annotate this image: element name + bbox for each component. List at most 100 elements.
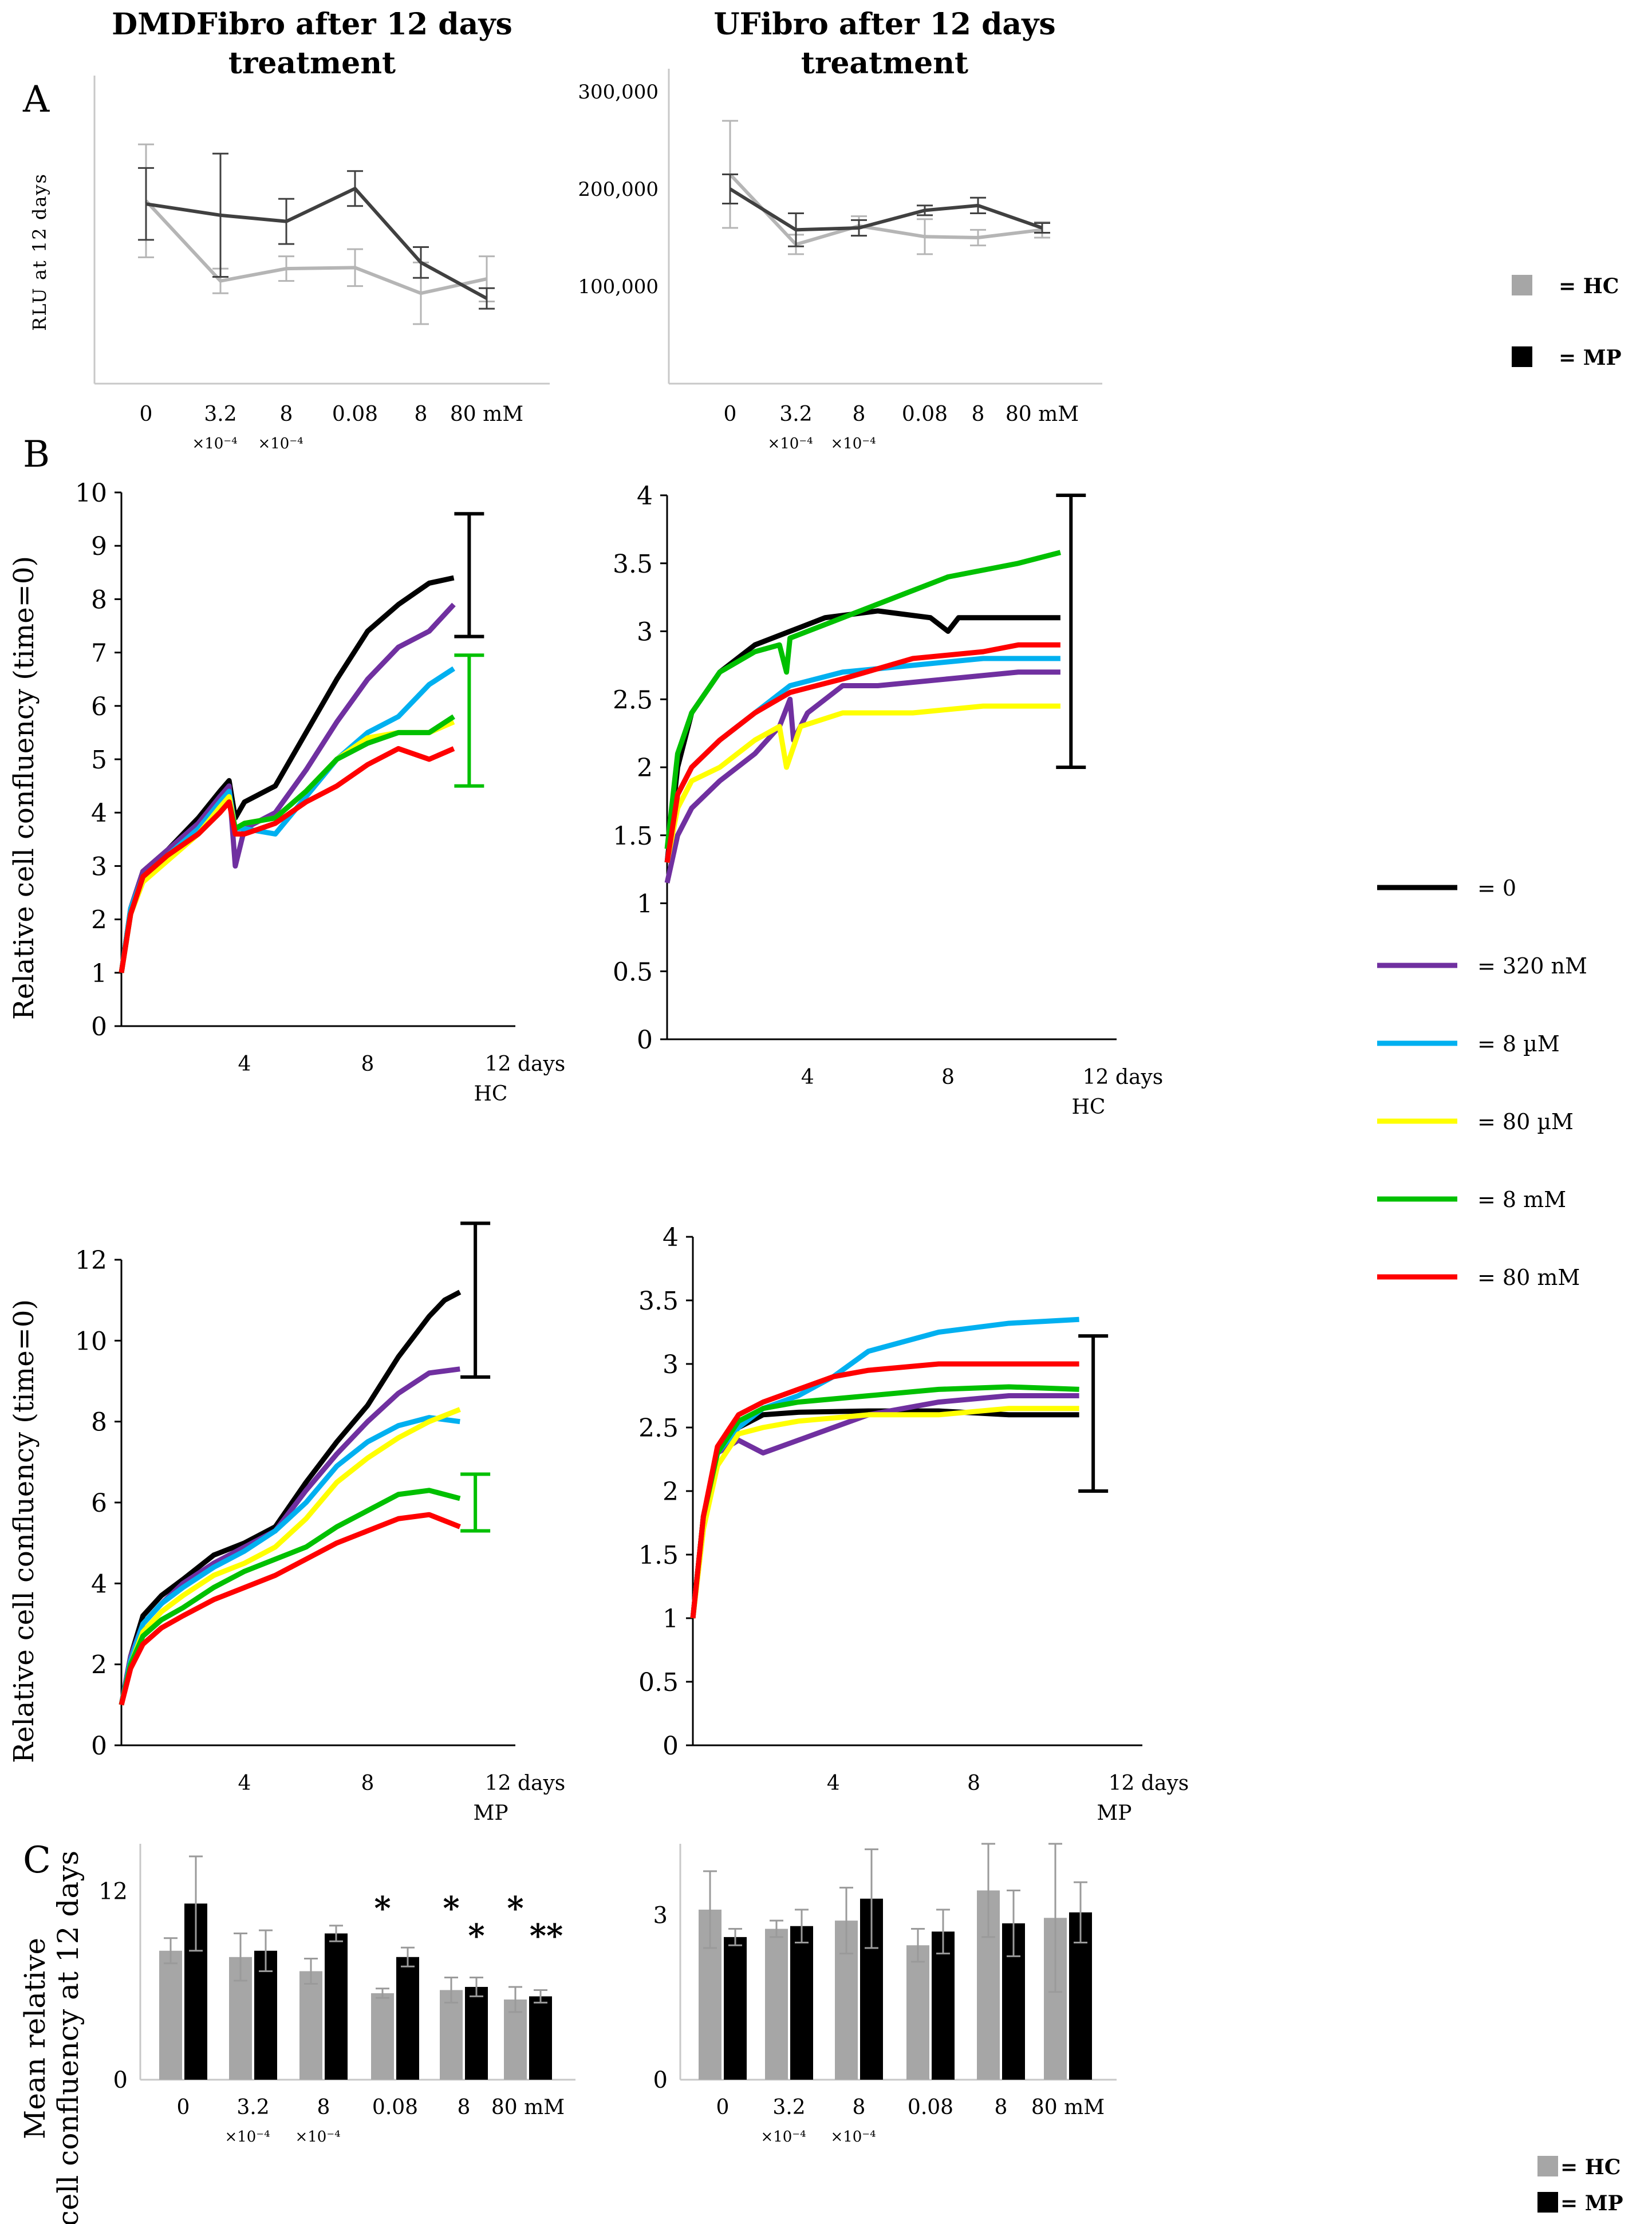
x-category-label: ×10⁻⁴	[830, 2128, 876, 2146]
x-category-label: 80 mM	[1006, 403, 1079, 426]
x-category-label: 8	[280, 403, 293, 426]
x-category-label: 80 mM	[1031, 2096, 1105, 2119]
series-line-80 µM	[690, 1406, 1079, 1619]
x-tick-label: 12 days	[485, 1052, 566, 1076]
y-tick-label: 4	[637, 482, 653, 511]
y-tick-label: 0.5	[613, 957, 653, 987]
y-tick-label: 8	[91, 1408, 107, 1437]
bar-MP	[396, 1957, 419, 2080]
y-tick-label: 3.5	[613, 550, 653, 579]
x-category-label: 0.08	[372, 2096, 418, 2119]
x-category-label: 0	[716, 2096, 730, 2119]
chart-A-left: RLU at 12 days 0 3.2 ×10⁻⁴ 8 ×10⁻⁴ 0.08 8 80 mM	[29, 76, 550, 452]
column-title-line: DMDFibro after 12 days	[112, 7, 512, 42]
y-tick-label: 6	[91, 692, 107, 721]
y-tick-label: 1	[91, 959, 107, 988]
column-titles: DMDFibro after 12 days treatment UFibro af…	[22, 7, 1056, 1882]
series-line-0	[119, 575, 455, 973]
bar-HC	[765, 1929, 788, 2080]
x-tick-label: 8	[361, 1772, 374, 1795]
bar-MP	[932, 1931, 955, 2080]
y-tick-label: 300,000	[578, 81, 659, 104]
x-tick-label: 4	[801, 1066, 814, 1089]
y-tick-label: 1.5	[638, 1541, 679, 1570]
bar-HC	[371, 1993, 394, 2080]
condition-label: HC	[474, 1082, 508, 1106]
y-tick-label: 12	[75, 1246, 107, 1275]
chart-B-HC-DMD: 0 1 2 3 4 5 6 7 8 9 10 4 8 12 days HC Relative cell con…	[8, 479, 565, 1106]
y-tick-label: 2.5	[638, 1414, 679, 1443]
y-tick-label: 10	[75, 1327, 107, 1356]
x-category-label: 0	[724, 403, 737, 426]
y-tick-label: 10	[75, 479, 107, 508]
series-line-0	[690, 1408, 1079, 1619]
x-category-label: 0.08	[908, 2096, 953, 2119]
x-category-label: 8	[415, 403, 428, 426]
legend-label: = MP	[1559, 346, 1622, 370]
series-line-HC	[144, 199, 487, 295]
x-tick-label: 12 days	[1109, 1772, 1189, 1795]
y-tick-label: 1	[637, 890, 653, 919]
series-line-MP	[145, 186, 488, 300]
y-tick-label: 0	[663, 1732, 679, 1761]
x-category-label: 8	[853, 403, 866, 426]
x-category-label: ×10⁻⁴	[192, 435, 237, 452]
x-category-label: ×10⁻⁴	[767, 435, 813, 452]
legend-label: = MP	[1560, 2191, 1623, 2215]
series-line-8 mM	[119, 1488, 461, 1706]
legends: = HC = MP = 0 = 320 nM = 8 µM = 80 µM = 8 mM = …	[1377, 274, 1623, 2215]
panel-letter: C	[23, 1839, 51, 1882]
significance-marker: *	[468, 1917, 484, 1955]
x-category-label: 8	[853, 2096, 866, 2119]
x-tick-label: 4	[238, 1052, 251, 1076]
significance-marker: *	[374, 1890, 391, 1927]
y-tick-label: 0.5	[638, 1668, 679, 1697]
y-tick-label: 2	[663, 1477, 679, 1507]
series-line-320 nM	[664, 669, 1060, 884]
x-tick-label: 4	[238, 1772, 251, 1795]
chart-B-MP-U: 0 0.5 1 1.5 2 2.5 3 3.5 4 4 8 12 days MP	[638, 1223, 1189, 1825]
y-tick-label: 200,000	[578, 178, 659, 201]
x-tick-label: 8	[361, 1052, 374, 1076]
x-category-label: 3.2	[204, 403, 236, 426]
y-tick-label: 4	[91, 799, 107, 828]
y-tick-label: 0	[91, 1012, 107, 1042]
x-category-label: 0.08	[332, 403, 378, 426]
x-tick-label: 12 days	[1083, 1066, 1164, 1089]
x-category-label: 0	[140, 403, 153, 426]
x-category-label: 80 mM	[491, 2096, 565, 2119]
x-category-label: ×10⁻⁴	[258, 435, 303, 452]
y-tick-label: 4	[91, 1570, 107, 1599]
chart-C-U: 0 3 0 3.2 ×10⁻⁴ 8 ×10⁻⁴ 0.08 8 80 mM	[653, 1843, 1117, 2146]
legend-swatch	[1537, 2192, 1558, 2213]
legend-swatch	[1512, 275, 1532, 295]
bar-MP	[790, 1926, 813, 2080]
condition-label: MP	[1097, 1801, 1131, 1825]
y-tick-label: 3.5	[638, 1287, 679, 1316]
condition-label: MP	[473, 1801, 508, 1825]
legend-label: = 80 µM	[1477, 1109, 1574, 1134]
y-tick-label: 6	[91, 1489, 107, 1518]
bar-HC	[159, 1950, 182, 2080]
y-tick-label: 3	[637, 618, 653, 647]
y-tick-label: 0	[113, 2067, 128, 2093]
column-title-line: treatment	[228, 46, 396, 81]
x-category-label: 8	[458, 2096, 471, 2119]
y-tick-label: 2	[637, 754, 653, 783]
bar-MP	[325, 1933, 348, 2080]
y-tick-label: 4	[663, 1223, 679, 1252]
x-category-label: ×10⁻⁴	[224, 2128, 270, 2146]
series-line-80 mM	[119, 1512, 461, 1706]
y-axis-label: Relative cell confluency (time=0)	[8, 1299, 40, 1763]
column-title-line: UFibro after 12 days	[713, 7, 1055, 42]
legend-label: = 80 mM	[1477, 1265, 1580, 1290]
legend-label: = 8 µM	[1477, 1031, 1560, 1056]
x-category-label: 80 mM	[450, 403, 523, 426]
bar-HC	[440, 1990, 463, 2080]
series-line-80 µM	[119, 1407, 461, 1706]
x-tick-label: 4	[827, 1772, 840, 1795]
x-category-label: 8	[972, 403, 985, 426]
chart-B-HC-U: 0 0.5 1 1.5 2 2.5 3 3.5 4 4 8 12 days HC	[613, 482, 1163, 1119]
